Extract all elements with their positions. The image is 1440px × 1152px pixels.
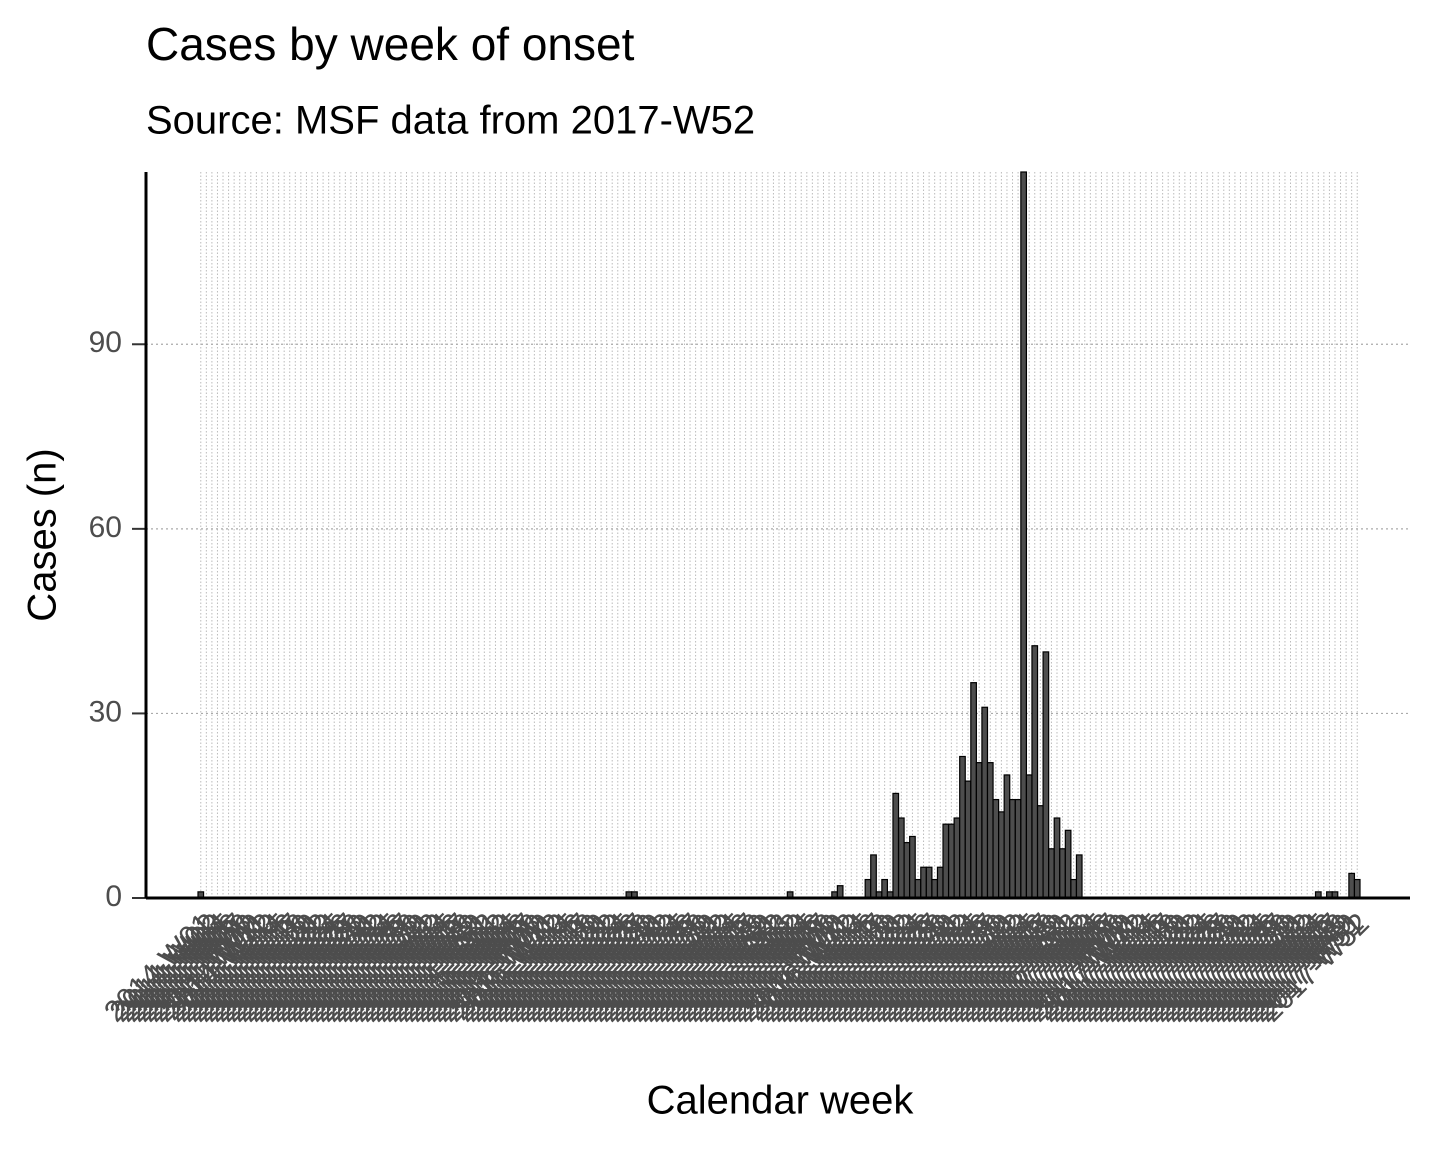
bar [914,878,922,899]
bar [942,823,950,899]
bar [1031,645,1039,899]
chart-subtitle: Source: MSF data from 2017-W52 [146,99,755,143]
bar [986,762,994,899]
bar [1070,878,1078,899]
bar [931,878,939,899]
bar [909,835,916,899]
bar [1003,774,1011,899]
y-tick-label: 60 [89,511,122,544]
bar [1042,651,1050,899]
bar [998,811,1005,899]
bar [1036,805,1044,899]
bar [870,854,877,899]
bar [1053,817,1061,899]
bar [864,878,872,899]
bar [920,866,927,899]
bar [1048,848,1055,899]
bar [1009,798,1016,899]
bar [959,755,966,899]
bar [1353,878,1361,899]
y-tick-label: 90 [89,326,122,359]
bar [925,866,933,899]
bar [836,885,844,899]
bar [1059,848,1066,899]
bar [936,866,944,899]
bar [897,817,905,899]
bar [975,762,983,899]
y-tick-label: 30 [89,695,122,728]
bar [1064,829,1072,899]
bar [970,682,977,899]
chart-title: Cases by week of onset [146,18,635,70]
bar [1348,872,1356,899]
bar [1025,774,1033,899]
bar [953,817,961,899]
bar [1075,854,1083,899]
bar [947,823,955,899]
bar [964,780,972,899]
bar [881,878,889,899]
bar [1014,798,1022,899]
bar [1020,171,1028,899]
bar [892,792,900,899]
y-tick-label: 0 [105,880,122,913]
bar [903,842,911,899]
y-axis-title: Cases (n) [21,448,65,621]
bar [981,706,989,899]
x-axis-title: Calendar week [647,1079,915,1123]
bar [992,798,1000,899]
